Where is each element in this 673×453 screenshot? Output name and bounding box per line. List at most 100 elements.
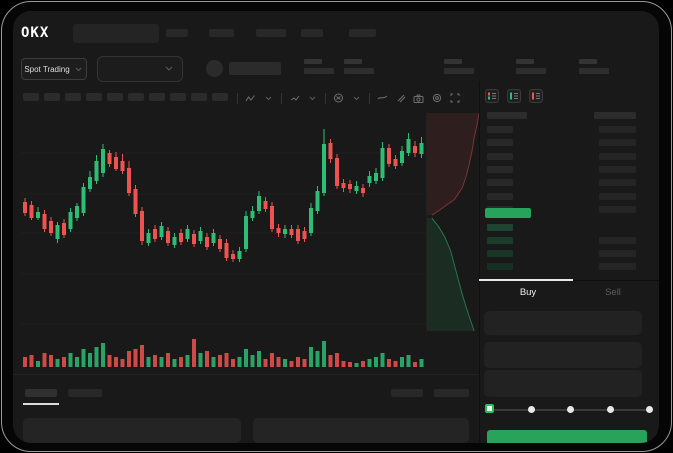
timeframe-button[interactable] bbox=[65, 93, 81, 101]
bid-price-bar bbox=[487, 224, 513, 231]
timeframe-button[interactable] bbox=[44, 93, 60, 101]
active-tab-indicator bbox=[479, 279, 573, 281]
timeframe-button[interactable] bbox=[212, 93, 228, 101]
ask-price-bar bbox=[487, 126, 513, 133]
candlestick-chart[interactable] bbox=[21, 111, 426, 336]
ask-row[interactable] bbox=[487, 139, 647, 147]
ask-row[interactable] bbox=[487, 126, 647, 134]
chevron-down-icon bbox=[73, 64, 84, 75]
order-form-field[interactable] bbox=[484, 311, 642, 335]
orderbook-amount-header bbox=[594, 112, 636, 119]
app-window: OKX Spot Trading bbox=[13, 11, 659, 443]
ask-price-bar bbox=[487, 165, 513, 173]
compare-icon[interactable] bbox=[289, 93, 300, 104]
timeframe-button[interactable] bbox=[86, 93, 102, 101]
timeframe-button[interactable] bbox=[23, 93, 39, 101]
bid-row[interactable] bbox=[487, 263, 647, 271]
bid-row[interactable] bbox=[487, 250, 647, 258]
nav-item[interactable] bbox=[301, 29, 323, 37]
divider bbox=[281, 92, 282, 104]
stat-value-placeholder bbox=[579, 68, 609, 74]
order-form-field[interactable] bbox=[484, 370, 642, 397]
market-type-dropdown[interactable]: Spot Trading bbox=[21, 58, 87, 80]
pair-selector-dropdown[interactable] bbox=[97, 56, 183, 82]
ask-amount-bar bbox=[599, 126, 636, 133]
chevron-down-icon[interactable] bbox=[307, 93, 318, 104]
drawing-tools-icon[interactable] bbox=[395, 93, 406, 104]
slider-stop[interactable] bbox=[567, 406, 574, 413]
slider-stop[interactable] bbox=[528, 406, 535, 413]
timeframe-pills bbox=[23, 93, 228, 103]
nav-item[interactable] bbox=[209, 29, 234, 37]
bid-price-bar bbox=[487, 263, 513, 270]
divider bbox=[13, 374, 479, 375]
timeframe-button[interactable] bbox=[128, 93, 144, 101]
divider bbox=[237, 92, 238, 104]
timeframe-button[interactable] bbox=[191, 93, 207, 101]
ask-row[interactable] bbox=[487, 179, 647, 187]
bottom-tab-active[interactable] bbox=[25, 389, 57, 397]
bottom-tab-underline bbox=[23, 403, 59, 405]
chevron-down-icon bbox=[163, 64, 174, 75]
trendline-icon[interactable] bbox=[377, 93, 388, 104]
ask-price-bar bbox=[487, 192, 513, 200]
last-price-bar[interactable] bbox=[485, 208, 531, 218]
slider-stop[interactable] bbox=[485, 404, 494, 413]
chart-settings-icon[interactable] bbox=[431, 93, 442, 104]
stat-value-placeholder bbox=[344, 68, 374, 74]
buy-submit-button[interactable] bbox=[487, 430, 647, 443]
chart-tools bbox=[237, 91, 460, 105]
volume-bars bbox=[23, 339, 424, 367]
indicators-icon[interactable] bbox=[333, 93, 344, 104]
ask-price-bar bbox=[487, 139, 513, 147]
book-asks-icon[interactable] bbox=[529, 89, 543, 103]
bid-row[interactable] bbox=[487, 224, 647, 232]
tab-sell[interactable]: Sell bbox=[605, 287, 621, 298]
orderbook-view-toggles bbox=[485, 89, 543, 103]
book-bids-icon[interactable] bbox=[507, 89, 521, 103]
bid-row[interactable] bbox=[487, 237, 647, 245]
stat-pair bbox=[579, 59, 611, 77]
nav-item[interactable] bbox=[349, 29, 376, 37]
nav-item[interactable] bbox=[256, 29, 286, 37]
bottom-filter-pill[interactable] bbox=[391, 389, 423, 397]
timeframe-button[interactable] bbox=[107, 93, 123, 101]
amount-slider[interactable] bbox=[481, 403, 659, 417]
slider-stop[interactable] bbox=[646, 406, 653, 413]
bottom-tab[interactable] bbox=[68, 389, 102, 397]
tab-buy[interactable]: Buy bbox=[519, 287, 537, 298]
nav-item[interactable] bbox=[166, 29, 188, 37]
camera-icon[interactable] bbox=[413, 93, 424, 104]
stat-pair bbox=[344, 59, 376, 77]
fullscreen-icon[interactable] bbox=[449, 93, 460, 104]
chevron-down-icon[interactable] bbox=[263, 93, 274, 104]
divider bbox=[325, 92, 326, 104]
bottom-input-box[interactable] bbox=[23, 418, 241, 443]
coin-avatar bbox=[206, 60, 223, 77]
chart-style-icon[interactable] bbox=[245, 93, 256, 104]
timeframe-button[interactable] bbox=[170, 93, 186, 101]
ask-amount-bar bbox=[599, 179, 636, 187]
ask-row[interactable] bbox=[487, 152, 647, 161]
bid-amount-bar bbox=[599, 237, 636, 244]
order-form-field[interactable] bbox=[484, 342, 642, 368]
divider bbox=[479, 81, 480, 443]
search-input[interactable] bbox=[73, 24, 159, 43]
ask-amount-bar bbox=[599, 192, 636, 200]
slider-stop[interactable] bbox=[607, 406, 614, 413]
depth-profile-chart[interactable] bbox=[426, 111, 481, 336]
divider bbox=[369, 92, 370, 104]
ask-amount-bar bbox=[599, 205, 636, 213]
orderbook-price-header bbox=[487, 112, 527, 119]
chevron-down-icon[interactable] bbox=[351, 93, 362, 104]
bottom-input-box[interactable] bbox=[253, 418, 469, 443]
stat-value-placeholder bbox=[304, 68, 334, 74]
book-combined-icon[interactable] bbox=[485, 89, 499, 103]
bottom-filter-pill[interactable] bbox=[434, 389, 469, 397]
stat-pair bbox=[444, 59, 476, 77]
ask-row[interactable] bbox=[487, 192, 647, 201]
timeframe-button[interactable] bbox=[149, 93, 165, 101]
ask-row[interactable] bbox=[487, 165, 647, 174]
bid-price-bar bbox=[487, 237, 513, 244]
